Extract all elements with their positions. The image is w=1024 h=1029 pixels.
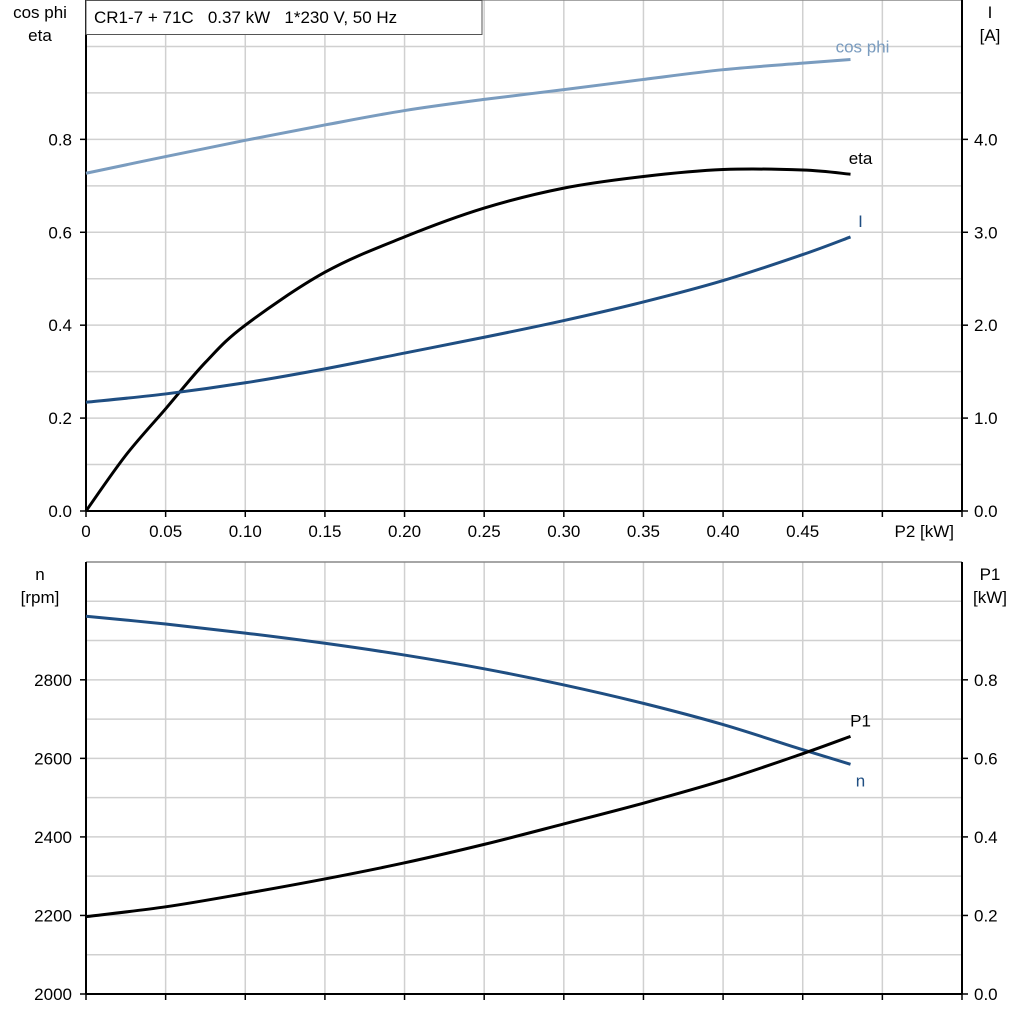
series-label-cos-phi: cos phi	[836, 37, 890, 56]
x-tick-label: 0.35	[627, 522, 660, 541]
x-tick-label: 0	[81, 522, 90, 541]
y-axis-label-right: I	[988, 3, 993, 22]
y-tick-label-right: 0.0	[974, 985, 998, 1004]
x-tick-label: 0.40	[707, 522, 740, 541]
series-label-i: I	[858, 212, 863, 231]
y-tick-label-right: 0.6	[974, 749, 998, 768]
x-tick-label: 0.10	[229, 522, 262, 541]
y-tick-label-right: 4.0	[974, 130, 998, 149]
x-tick-label: 0.30	[547, 522, 580, 541]
y-tick-label-left: 0.0	[48, 502, 72, 521]
title-box: CR1-7 + 71C 0.37 kW 1*230 V, 50 Hz	[85, 0, 483, 35]
y-axis-label-left: cos phi	[13, 3, 67, 22]
curve-i	[85, 235, 852, 404]
y-tick-label-left: 0.8	[48, 130, 72, 149]
curve-eta	[84, 167, 851, 512]
y-tick-label-right: 0.0	[974, 502, 998, 521]
y-tick-label-left: 0.2	[48, 409, 72, 428]
y-axis-label-right: [A]	[980, 26, 1001, 45]
x-tick-label: 0.20	[388, 522, 421, 541]
chart-title: CR1-7 + 71C 0.37 kW 1*230 V, 50 Hz	[94, 8, 397, 27]
y-tick-label-right: 2.0	[974, 316, 998, 335]
y-tick-label-right: 0.2	[974, 906, 998, 925]
y-axis-label-left: [rpm]	[21, 588, 60, 607]
y-tick-label-right: 0.8	[974, 671, 998, 690]
y-tick-label-left: 2800	[34, 671, 72, 690]
series-label-eta: eta	[849, 149, 873, 168]
y-axis-label-right: P1	[980, 565, 1001, 584]
y-tick-label-right: 3.0	[974, 223, 998, 242]
y-tick-label-left: 2000	[34, 985, 72, 1004]
y-tick-label-left: 0.6	[48, 223, 72, 242]
curve-p1	[85, 734, 852, 919]
y-tick-label-right: 0.4	[974, 828, 998, 847]
curve-cos-phi	[85, 57, 851, 175]
y-tick-label-left: 2200	[34, 906, 72, 925]
series-label-n: n	[856, 771, 865, 790]
x-axis-label: P2 [kW]	[894, 522, 954, 541]
y-axis-label-right: [kW]	[973, 588, 1007, 607]
y-axis-label-left: eta	[28, 26, 52, 45]
x-tick-label: 0.05	[149, 522, 182, 541]
series-label-p1: P1	[850, 711, 871, 730]
y-axis-label-left: n	[35, 565, 44, 584]
y-tick-label-left: 2400	[34, 828, 72, 847]
y-tick-label-right: 1.0	[974, 409, 998, 428]
x-tick-label: 0.15	[308, 522, 341, 541]
y-tick-label-left: 0.4	[48, 316, 72, 335]
y-tick-label-left: 2600	[34, 749, 72, 768]
x-tick-label: 0.25	[468, 522, 501, 541]
x-tick-label: 0.45	[786, 522, 819, 541]
curve-n	[85, 614, 851, 766]
